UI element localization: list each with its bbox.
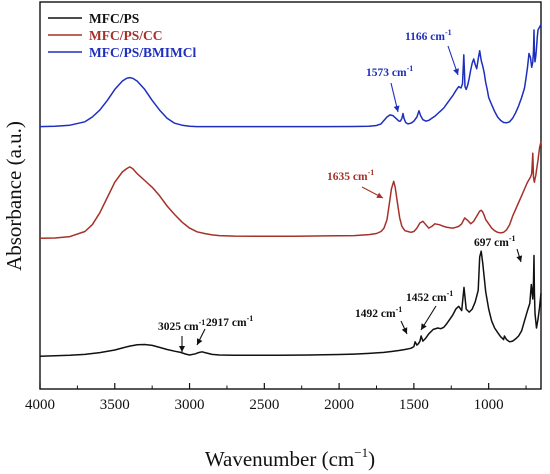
x-axis-title-main: Wavenumber (cm [205,447,354,471]
annotation-label: 697 cm-1 [474,234,515,249]
series-layer [39,24,542,358]
annotation-arrow-head [393,105,400,112]
x-tick-label: 1000 [474,397,504,413]
annotation-arrow-head [421,323,427,330]
series-line-3 [39,24,542,128]
y-axis-title: Absorbance (a.u.) [2,121,26,271]
annotation-arrow-head [197,338,203,345]
x-tick-label: 2500 [249,397,279,413]
legend-label: MFC/PS/CC [89,28,163,43]
annotation-label: 1573 cm-1 [366,64,413,79]
x-tick-label: 2000 [324,397,354,413]
annotation-arrow-head [179,346,185,352]
annotation-layer: 3025 cm-1 2917 cm-1 1492 cm-1 1452 cm-1 697 … [158,28,523,352]
annotation-6: 1573 cm-1 [366,64,413,113]
x-axis-title-end: ) [368,447,375,471]
annotation-0: 3025 cm-1 [158,318,205,352]
annotation-7: 1166 cm-1 [405,28,459,76]
x-axis-title-sup: −1 [354,445,368,460]
x-tick-label: 1500 [399,397,429,413]
annotation-5: 1635 cm-1 [327,168,384,199]
annotation-label: 1452 cm-1 [406,289,453,304]
plot-frame [39,1,542,390]
annotation-4: 697 cm-1 [474,234,523,263]
annotation-arrow-head [453,68,459,75]
annotation-1: 2917 cm-1 [196,314,253,346]
legend: MFC/PS MFC/PS/CC MFC/PS/BMIMCl [48,11,196,60]
x-tick-label: 4000 [25,397,55,413]
x-axis-ticks: 4000 3500 3000 2500 2000 1500 1000 [25,383,527,413]
annotation-label: 1635 cm-1 [327,168,374,183]
annotation-label: 1492 cm-1 [355,305,402,320]
annotation-label: 1166 cm-1 [405,28,452,43]
legend-label: MFC/PS [89,11,139,26]
annotation-arrow-head [401,327,408,334]
annotation-2: 1492 cm-1 [355,305,408,335]
series-line-1 [39,250,542,358]
legend-label: MFC/PS/BMIMCl [89,45,196,60]
annotation-arrow-head [516,255,523,262]
series-line-2 [39,141,542,240]
x-axis-title: Wavenumber (cm−1) [205,445,375,471]
annotation-label: 2917 cm-1 [206,314,253,329]
annotation-arrow-head [376,192,383,198]
x-tick-label: 3000 [175,397,205,413]
x-tick-label: 3500 [100,397,130,413]
annotation-label: 3025 cm-1 [158,318,205,333]
annotation-3: 1452 cm-1 [406,289,453,331]
